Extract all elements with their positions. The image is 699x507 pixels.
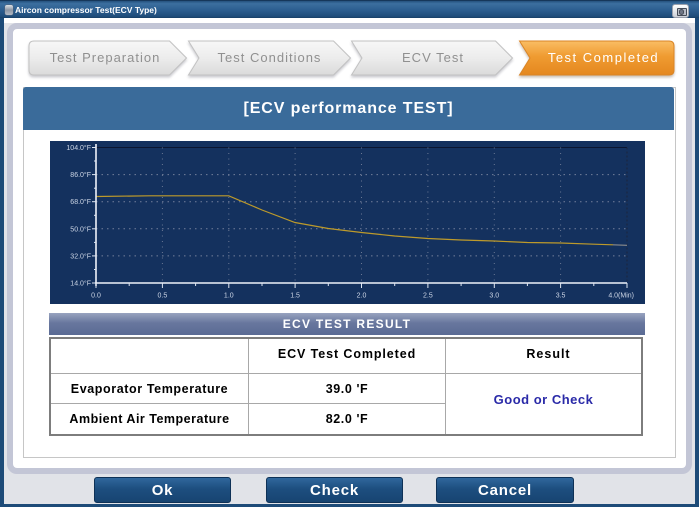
svg-text:1.0: 1.0 bbox=[224, 293, 234, 300]
svg-text:3.0: 3.0 bbox=[489, 293, 499, 300]
svg-text:Test Preparation: Test Preparation bbox=[50, 50, 161, 65]
svg-text:4.0(Min): 4.0(Min) bbox=[608, 293, 634, 300]
svg-text:14.0°F: 14.0°F bbox=[70, 280, 91, 288]
svg-text:32.0°F: 32.0°F bbox=[70, 252, 91, 260]
svg-text:104.0°F: 104.0°F bbox=[66, 144, 91, 152]
svg-text:ECV Test: ECV Test bbox=[402, 50, 464, 65]
svg-text:Test Conditions: Test Conditions bbox=[218, 50, 322, 65]
svg-text:2.0: 2.0 bbox=[357, 293, 367, 300]
svg-text:0.5: 0.5 bbox=[158, 293, 168, 300]
svg-text:0.0: 0.0 bbox=[91, 293, 101, 300]
svg-text:Test Completed: Test Completed bbox=[548, 50, 659, 65]
svg-text:3.5: 3.5 bbox=[556, 293, 566, 300]
svg-text:50.0°F: 50.0°F bbox=[70, 225, 91, 233]
svg-text:86.0°F: 86.0°F bbox=[70, 171, 91, 179]
svg-text:2.5: 2.5 bbox=[423, 293, 433, 300]
svg-text:1.5: 1.5 bbox=[290, 293, 300, 300]
svg-text:68.0°F: 68.0°F bbox=[70, 198, 91, 206]
